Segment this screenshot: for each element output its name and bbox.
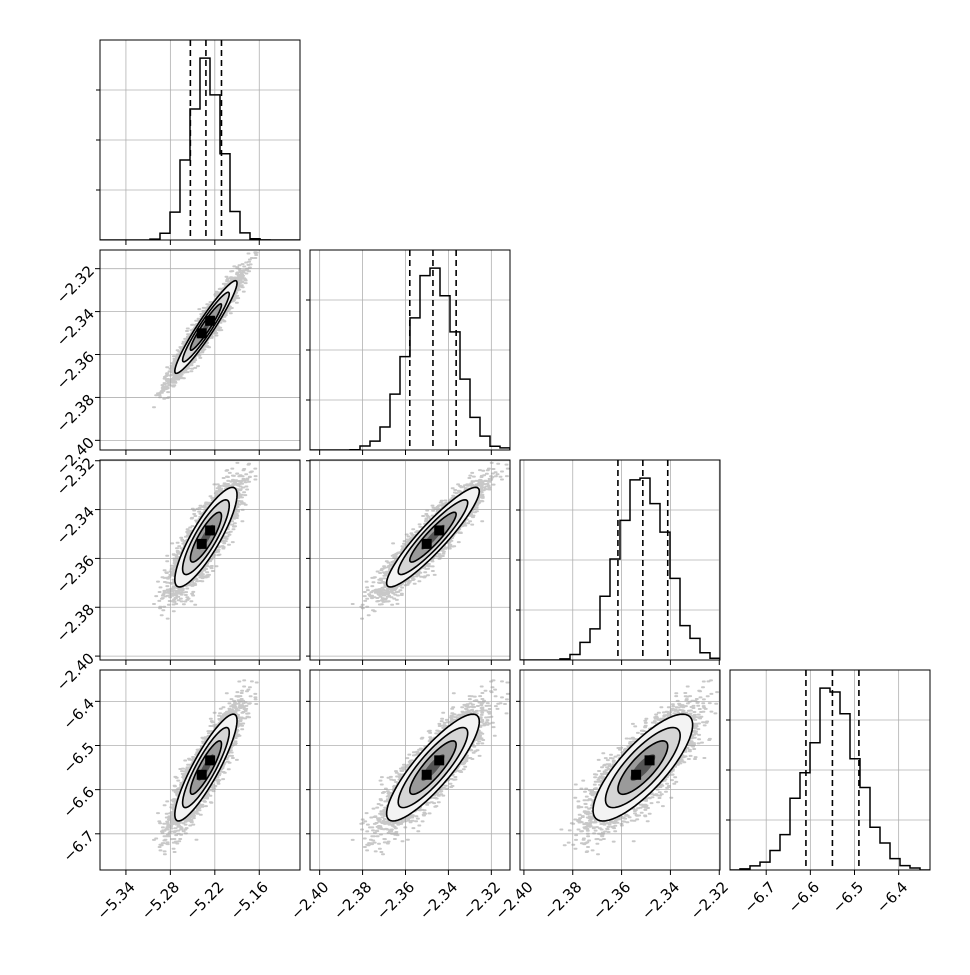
- panel-frame: [519, 669, 721, 871]
- x-tick-label: −5.22: [182, 878, 227, 923]
- density-peak-1: [434, 755, 445, 766]
- y-tick-label: −2.32: [53, 262, 98, 307]
- panel-0-0: [96, 39, 301, 245]
- density-peak-1: [205, 525, 216, 536]
- panel-frame: [99, 249, 301, 451]
- x-tick-label: −6.5: [829, 878, 867, 916]
- panel-3-0: −6.7 −6.6 −6.5 −6.4 −5.34 −5.28 −5.22 −5.16: [60, 669, 301, 923]
- y-tick-label: −2.34: [53, 503, 98, 548]
- y-tick-label: −6.4: [60, 695, 98, 733]
- histogram-2: [520, 477, 720, 660]
- y-tick-label: −2.34: [53, 305, 98, 350]
- density-peak-0: [196, 328, 207, 339]
- density-peak-1: [205, 755, 216, 766]
- x-tick-label: −2.38: [540, 878, 585, 923]
- density-peak-0: [196, 538, 207, 549]
- panel-2-2: [516, 459, 721, 665]
- panel-1-0: −2.40−2.38−2.36−2.34−2.32: [53, 249, 301, 479]
- x-tick-label: −2.36: [373, 878, 418, 923]
- panel-3-2: −2.40 −2.38 −2.36 −2.34 −2.32: [491, 669, 732, 923]
- x-tick-label: −6.4: [873, 878, 911, 916]
- panel-frame: [309, 669, 511, 871]
- density-peak-0: [631, 769, 642, 780]
- y-tick-label: −2.38: [53, 601, 98, 646]
- panel-frame: [99, 669, 301, 871]
- x-tick-label: −5.16: [227, 878, 272, 923]
- panel-3-3: −6.7 −6.6 −6.5 −6.4: [726, 669, 931, 917]
- x-tick-label: −5.28: [138, 878, 183, 923]
- panel-3-1: −2.40−2.38−2.36−2.34−2.32: [287, 669, 511, 923]
- density-peak-0: [421, 769, 432, 780]
- panel-1-1: [306, 249, 511, 455]
- panel-2-1: [306, 459, 511, 665]
- x-tick-label: −6.6: [785, 878, 823, 916]
- y-tick-label: −2.36: [53, 348, 98, 393]
- density-peak-1: [434, 525, 445, 536]
- x-tick-label: −2.34: [638, 878, 683, 923]
- density-peak-1: [644, 755, 655, 766]
- y-tick-label: −2.40: [53, 649, 98, 694]
- panel-frame: [309, 459, 511, 661]
- x-tick-label: −5.34: [93, 878, 138, 923]
- x-tick-label: −2.40: [287, 878, 332, 923]
- x-tick-label: −2.38: [330, 878, 375, 923]
- y-tick-label: −2.38: [53, 391, 98, 436]
- y-tick-label: −6.5: [60, 739, 98, 777]
- panel-frame: [99, 459, 301, 661]
- histogram-1: [310, 267, 510, 450]
- density-peak-1: [205, 315, 216, 326]
- x-tick-label: −6.7: [740, 878, 778, 916]
- y-tick-label: −6.6: [60, 783, 98, 821]
- histogram-0: [100, 57, 300, 240]
- y-tick-label: −2.36: [53, 552, 98, 597]
- y-tick-label: −6.7: [60, 827, 98, 865]
- panel-2-0: −2.40−2.38−2.36−2.34−2.32: [53, 454, 301, 695]
- histogram-3: [730, 687, 930, 870]
- x-tick-label: −2.36: [589, 878, 634, 923]
- density-peak-0: [421, 538, 432, 549]
- panel-frame: [99, 39, 301, 241]
- x-tick-label: −2.34: [416, 878, 461, 923]
- panel-frame: [519, 459, 721, 661]
- x-tick-label: −2.40: [491, 878, 536, 923]
- panel-frame: [729, 669, 931, 871]
- density-peak-0: [196, 769, 207, 780]
- panel-frame: [309, 249, 511, 451]
- x-tick-label: −2.32: [687, 878, 732, 923]
